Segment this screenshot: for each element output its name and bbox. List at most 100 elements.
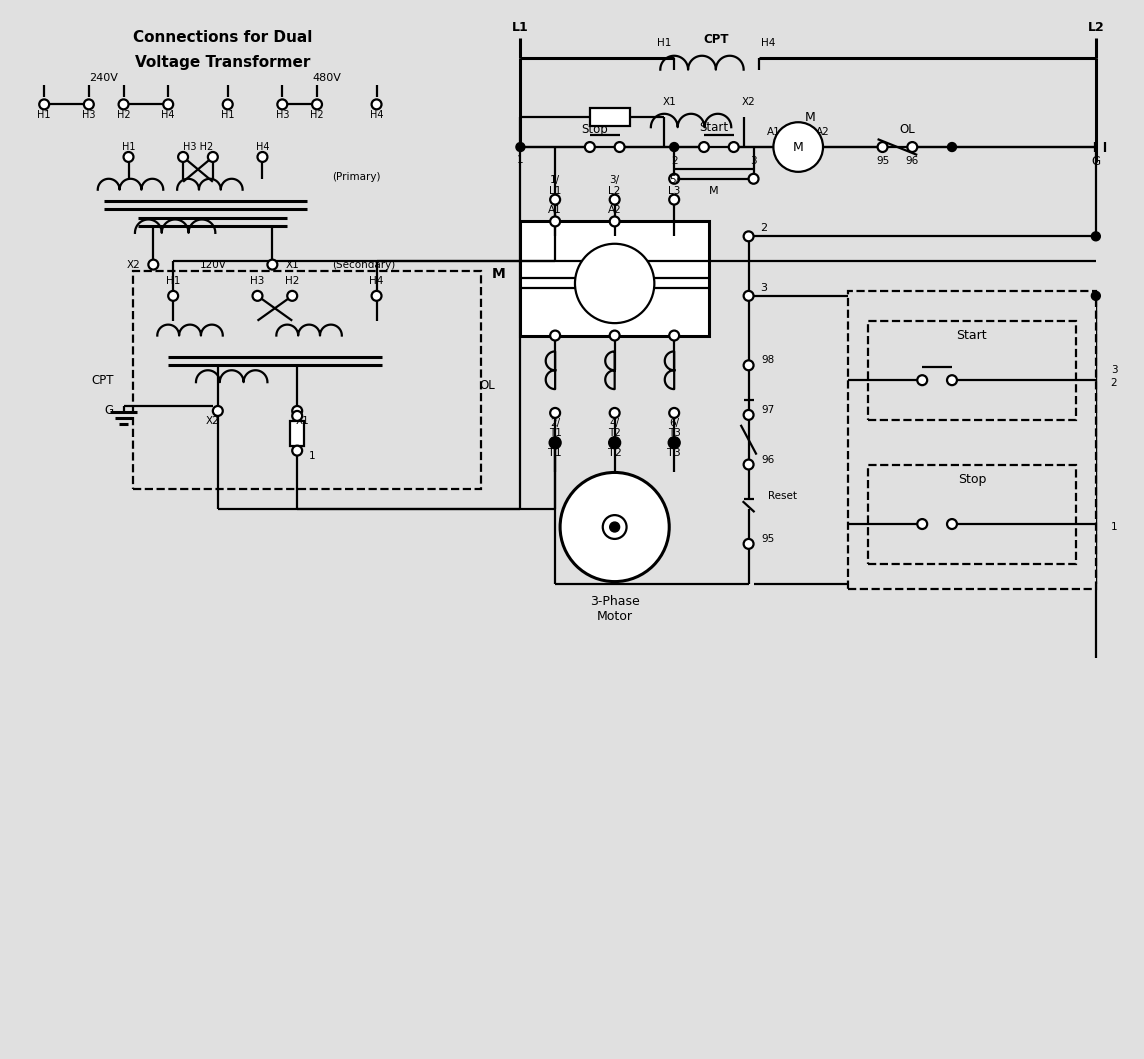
Text: 480V: 480V bbox=[312, 73, 341, 83]
Bar bbox=[867, 321, 1077, 419]
Circle shape bbox=[253, 291, 262, 301]
Text: 98: 98 bbox=[762, 356, 776, 365]
Text: 95: 95 bbox=[762, 534, 776, 544]
Text: L3: L3 bbox=[668, 185, 681, 196]
Circle shape bbox=[947, 375, 956, 385]
Circle shape bbox=[585, 142, 595, 152]
Circle shape bbox=[610, 522, 620, 532]
Text: Reset: Reset bbox=[769, 491, 797, 501]
Circle shape bbox=[124, 152, 134, 162]
Text: OL: OL bbox=[479, 379, 495, 392]
Text: A2: A2 bbox=[816, 127, 829, 138]
Circle shape bbox=[550, 216, 561, 227]
Circle shape bbox=[699, 142, 709, 152]
Text: X1: X1 bbox=[662, 97, 676, 107]
Text: M: M bbox=[492, 267, 506, 281]
Circle shape bbox=[610, 195, 620, 204]
Text: H1: H1 bbox=[166, 276, 181, 286]
Text: H2: H2 bbox=[310, 110, 324, 121]
Text: X1: X1 bbox=[285, 259, 299, 270]
Text: 96: 96 bbox=[906, 156, 919, 166]
Circle shape bbox=[178, 152, 188, 162]
Circle shape bbox=[729, 142, 739, 152]
Text: H1: H1 bbox=[221, 110, 235, 121]
Text: CPT: CPT bbox=[704, 34, 729, 47]
Circle shape bbox=[516, 143, 525, 151]
Circle shape bbox=[744, 539, 754, 549]
Circle shape bbox=[773, 122, 823, 172]
Text: H3: H3 bbox=[82, 110, 96, 121]
Text: T3: T3 bbox=[667, 448, 681, 457]
Text: 3: 3 bbox=[1111, 365, 1118, 375]
Text: T1: T1 bbox=[548, 448, 562, 457]
Text: H3 H2: H3 H2 bbox=[183, 142, 213, 152]
Circle shape bbox=[669, 330, 680, 341]
Circle shape bbox=[39, 100, 49, 109]
Circle shape bbox=[877, 142, 888, 152]
Circle shape bbox=[744, 291, 754, 301]
Text: A2: A2 bbox=[607, 204, 621, 215]
Text: G: G bbox=[1091, 156, 1101, 168]
Text: OL: OL bbox=[899, 123, 915, 136]
Text: Stop: Stop bbox=[581, 123, 609, 136]
Bar bbox=[848, 291, 1096, 589]
Text: Start: Start bbox=[956, 329, 987, 342]
Text: H3: H3 bbox=[276, 110, 289, 121]
Circle shape bbox=[610, 408, 620, 418]
Text: M: M bbox=[793, 141, 803, 154]
Text: (Secondary): (Secondary) bbox=[332, 259, 395, 270]
Circle shape bbox=[947, 519, 956, 530]
Circle shape bbox=[610, 216, 620, 227]
Circle shape bbox=[149, 259, 158, 270]
Text: 240V: 240V bbox=[89, 73, 118, 83]
Text: Stop: Stop bbox=[958, 473, 986, 486]
Circle shape bbox=[312, 100, 321, 109]
Circle shape bbox=[372, 100, 381, 109]
Text: 1/: 1/ bbox=[550, 175, 561, 184]
Circle shape bbox=[614, 142, 625, 152]
Bar bbox=[291, 420, 304, 446]
Text: Start: Start bbox=[699, 121, 729, 133]
Circle shape bbox=[84, 100, 94, 109]
Text: X2: X2 bbox=[127, 259, 141, 270]
Text: H4: H4 bbox=[761, 38, 776, 48]
Circle shape bbox=[257, 152, 268, 162]
Circle shape bbox=[561, 472, 669, 581]
Circle shape bbox=[748, 174, 758, 184]
Circle shape bbox=[208, 152, 217, 162]
Text: H1: H1 bbox=[657, 38, 672, 48]
Text: X1: X1 bbox=[295, 416, 309, 426]
Text: 3-Phase: 3-Phase bbox=[590, 595, 639, 608]
Circle shape bbox=[277, 100, 287, 109]
Text: 2/: 2/ bbox=[550, 418, 561, 428]
Circle shape bbox=[292, 446, 302, 455]
Circle shape bbox=[907, 142, 917, 152]
Text: Motor: Motor bbox=[597, 610, 633, 623]
Text: H2: H2 bbox=[285, 276, 300, 286]
Text: 96: 96 bbox=[762, 454, 776, 465]
Text: M: M bbox=[804, 111, 816, 124]
Text: L1: L1 bbox=[549, 185, 562, 196]
Text: H4: H4 bbox=[256, 142, 269, 152]
Text: H4: H4 bbox=[161, 110, 175, 121]
Circle shape bbox=[609, 436, 620, 449]
Text: Connections for Dual: Connections for Dual bbox=[133, 31, 312, 46]
Circle shape bbox=[744, 410, 754, 419]
Text: L2: L2 bbox=[1088, 21, 1104, 35]
Text: 6/: 6/ bbox=[669, 418, 680, 428]
Circle shape bbox=[292, 411, 302, 420]
Circle shape bbox=[603, 515, 627, 539]
Circle shape bbox=[575, 244, 654, 323]
Circle shape bbox=[947, 143, 956, 151]
Text: 3/: 3/ bbox=[610, 175, 620, 184]
Text: T1: T1 bbox=[549, 428, 562, 437]
Circle shape bbox=[119, 100, 128, 109]
Circle shape bbox=[292, 406, 302, 416]
Text: 1: 1 bbox=[1111, 522, 1118, 532]
Text: H1: H1 bbox=[38, 110, 51, 121]
Circle shape bbox=[669, 174, 680, 184]
Circle shape bbox=[744, 231, 754, 241]
Text: 97: 97 bbox=[762, 405, 776, 415]
Text: H2: H2 bbox=[117, 110, 130, 121]
Circle shape bbox=[669, 143, 678, 151]
